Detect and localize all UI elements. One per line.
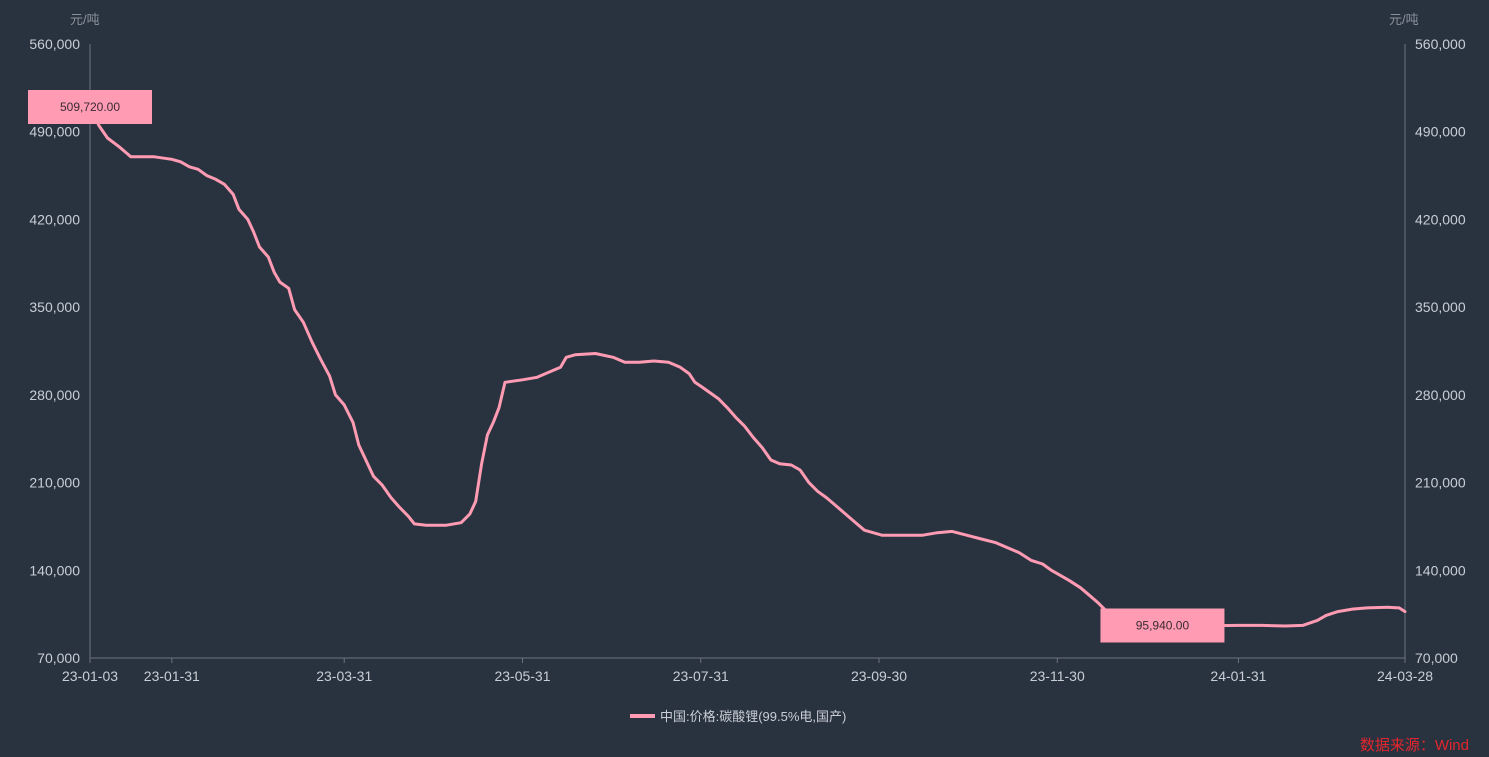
value-callout: 95,940.00 (1100, 608, 1225, 643)
x-tick-label: 23-05-31 (494, 668, 550, 684)
legend[interactable]: 中国:价格:碳酸锂(99.5%电,国产) (630, 709, 846, 724)
data-source-label: 数据来源：Wind (1360, 737, 1469, 754)
right-y-tick-label: 70,000 (1415, 650, 1458, 666)
callout-label: 509,720.00 (60, 100, 120, 114)
left-y-tick-label: 350,000 (29, 299, 80, 315)
left-y-tick-label: 420,000 (29, 211, 80, 227)
value-callouts: 509,720.00 95,940.00 (28, 90, 1225, 643)
callout-box (28, 90, 152, 125)
x-tick-label: 24-03-28 (1377, 668, 1433, 684)
x-tick-labels: 23-01-03 23-01-31 23-03-31 23-05-31 23-07-31… (62, 658, 1433, 684)
series-line-lithium-carbonate (88, 105, 1407, 628)
right-y-tick-labels: 70,000 140,000 210,000 280,000 350,000 420,00… (1415, 36, 1466, 666)
x-tick-label: 23-03-31 (316, 668, 372, 684)
value-callout: 509,720.00 (28, 90, 152, 125)
left-y-tick-label: 490,000 (29, 124, 80, 140)
callout-box (1100, 608, 1225, 643)
x-tick-label: 24-01-31 (1210, 668, 1266, 684)
left-y-tick-label: 140,000 (29, 562, 80, 578)
right-y-tick-label: 420,000 (1415, 211, 1466, 227)
x-tick-label: 23-11-30 (1030, 668, 1085, 684)
legend-label: 中国:价格:碳酸锂(99.5%电,国产) (660, 709, 846, 724)
x-tick-label: 23-01-03 (62, 668, 118, 684)
left-y-tick-labels: 70,000 140,000 210,000 280,000 350,000 420,00… (29, 36, 80, 666)
callout-label: 95,940.00 (1136, 618, 1190, 632)
right-y-tick-label: 560,000 (1415, 36, 1466, 52)
x-tick-label: 23-01-31 (144, 668, 200, 684)
left-y-tick-label: 210,000 (29, 475, 80, 491)
right-y-tick-label: 350,000 (1415, 299, 1466, 315)
right-y-tick-label: 490,000 (1415, 124, 1466, 140)
left-axis-unit: 元/吨 (70, 12, 100, 27)
x-tick-label: 23-09-30 (851, 668, 907, 684)
left-y-tick-label: 560,000 (29, 36, 80, 52)
right-y-tick-label: 280,000 (1415, 387, 1466, 403)
right-axis-unit: 元/吨 (1389, 12, 1419, 27)
left-y-tick-label: 280,000 (29, 387, 80, 403)
x-tick-label: 23-07-31 (673, 668, 729, 684)
left-y-tick-label: 70,000 (37, 650, 80, 666)
right-y-tick-label: 210,000 (1415, 475, 1466, 491)
right-y-tick-label: 140,000 (1415, 562, 1466, 578)
